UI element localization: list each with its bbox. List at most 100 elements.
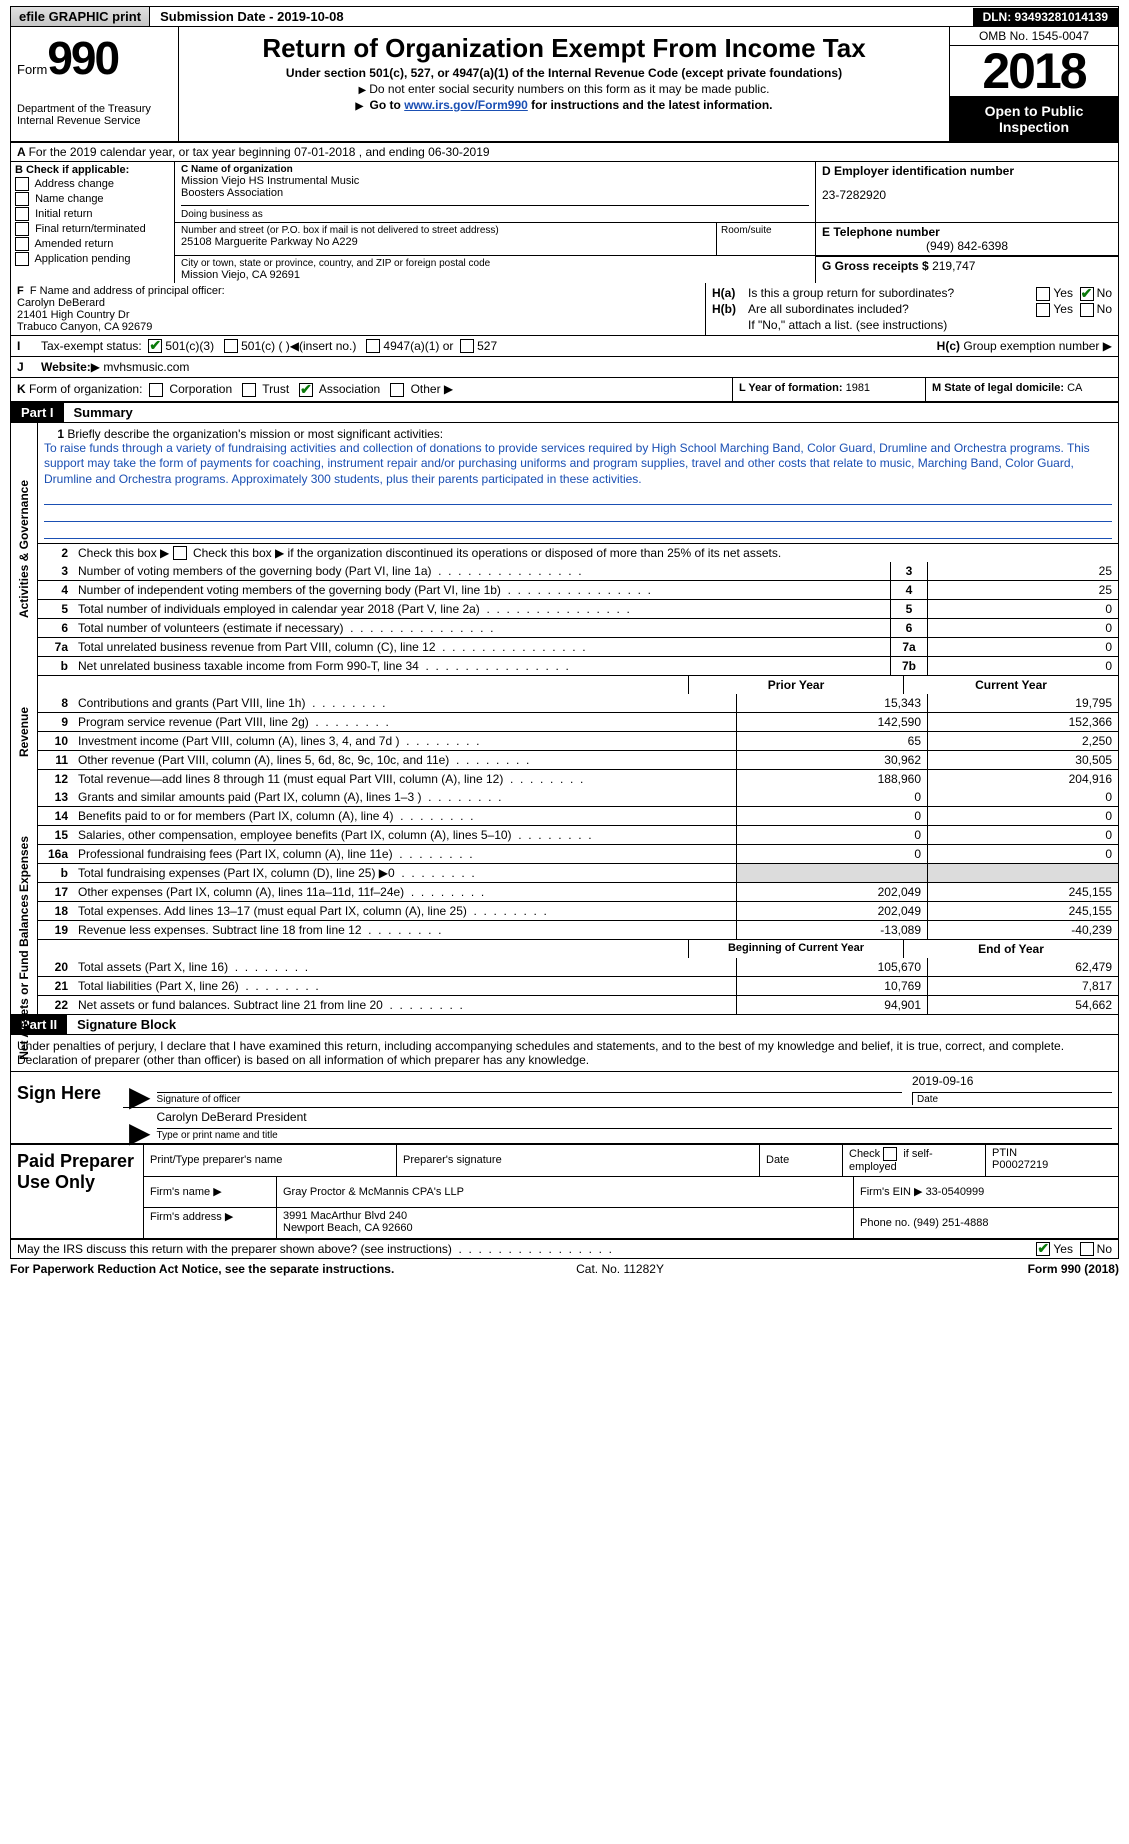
- line-num: 21: [38, 977, 74, 995]
- line-num: 13: [38, 788, 74, 806]
- line-num: 15: [38, 826, 74, 844]
- prior-value: 105,670: [736, 958, 927, 976]
- form-of-org-label: Form of organization:: [29, 382, 142, 396]
- line-text: Revenue less expenses. Subtract line 18 …: [74, 921, 736, 939]
- vtab-expenses: Expenses: [17, 836, 31, 892]
- d-ein-label: D Employer identification number: [822, 164, 1112, 178]
- irs-discuss-no[interactable]: [1080, 1242, 1094, 1256]
- cb-discontinued[interactable]: [173, 546, 187, 560]
- m-label: M State of legal domicile:: [932, 382, 1064, 394]
- cb-app-pending[interactable]: [15, 252, 29, 266]
- irs-link[interactable]: www.irs.gov/Form990: [404, 98, 528, 112]
- org-name-2: Boosters Association: [181, 187, 809, 199]
- line-value: 0: [927, 600, 1118, 618]
- line-num: 4: [38, 581, 74, 599]
- vtab-net-assets: Net Assets or Fund Balances: [17, 894, 31, 1060]
- prep-h3: Date: [759, 1145, 842, 1175]
- line-num: 19: [38, 921, 74, 939]
- cb-name-change[interactable]: [15, 192, 29, 206]
- cb-amended[interactable]: [15, 237, 29, 251]
- vtab-activities: Activities & Governance: [17, 480, 31, 618]
- org-name-1: Mission Viejo HS Instrumental Music: [181, 175, 809, 187]
- hdr-begin-year: Beginning of Current Year: [688, 940, 903, 958]
- prior-value: 65: [736, 732, 927, 750]
- g-gross-label: G Gross receipts $: [822, 259, 929, 273]
- firm-ein-label: Firm's EIN ▶: [860, 1185, 923, 1198]
- line-code: 3: [890, 562, 927, 580]
- line-text: Total unrelated business revenue from Pa…: [74, 638, 890, 656]
- current-value: 2,250: [927, 732, 1118, 750]
- form-footer: Form 990 (2018): [1028, 1262, 1119, 1276]
- part-i-tag: Part I: [11, 403, 64, 422]
- line-num: 6: [38, 619, 74, 637]
- mission-text: To raise funds through a variety of fund…: [44, 441, 1112, 488]
- j-label: J: [17, 360, 41, 374]
- line-text: Total expenses. Add lines 13–17 (must eq…: [74, 902, 736, 920]
- current-value: 245,155: [927, 902, 1118, 920]
- prior-value: 94,901: [736, 996, 927, 1014]
- firm-phone: (949) 251-4888: [913, 1217, 988, 1229]
- addr-label: Number and street (or P.O. box if mail i…: [181, 225, 710, 236]
- line-value: 25: [927, 562, 1118, 580]
- cb-corporation[interactable]: [149, 383, 163, 397]
- sign-caret-1: ▶: [129, 1089, 151, 1106]
- current-value: 0: [927, 826, 1118, 844]
- cb-4947[interactable]: [366, 339, 380, 353]
- h-ifno: If "No," attach a list. (see instruction…: [712, 318, 1112, 332]
- line-value: 0: [927, 638, 1118, 656]
- cb-527[interactable]: [460, 339, 474, 353]
- prior-value: [736, 864, 927, 882]
- prior-value: 202,049: [736, 902, 927, 920]
- officer-name: Carolyn DeBerard: [17, 297, 699, 309]
- line-num: 10: [38, 732, 74, 750]
- cb-address-change[interactable]: [15, 177, 29, 191]
- cb-self-employed[interactable]: [883, 1147, 897, 1161]
- part-ii-title: Signature Block: [67, 1015, 186, 1034]
- cb-trust[interactable]: [242, 383, 256, 397]
- cb-final-return[interactable]: [15, 222, 29, 236]
- line-num: 16a: [38, 845, 74, 863]
- paperwork-notice: For Paperwork Reduction Act Notice, see …: [10, 1262, 394, 1276]
- topbar: efile GRAPHIC print Submission Date - 20…: [10, 6, 1119, 27]
- irs-discuss-yes[interactable]: [1036, 1242, 1050, 1256]
- cb-initial-return[interactable]: [15, 207, 29, 221]
- line-text: Net assets or fund balances. Subtract li…: [74, 996, 736, 1014]
- h-b-label: H(b): [712, 302, 748, 316]
- ptin-label: PTIN: [992, 1147, 1112, 1159]
- line-num: 5: [38, 600, 74, 618]
- hb-no[interactable]: [1080, 303, 1094, 317]
- efile-print-button[interactable]: efile GRAPHIC print: [11, 7, 150, 26]
- city-value: Mission Viejo, CA 92691: [181, 269, 809, 281]
- cb-association[interactable]: [299, 383, 313, 397]
- firm-phone-label: Phone no.: [860, 1217, 910, 1229]
- line-text: Total revenue—add lines 8 through 11 (mu…: [74, 770, 736, 788]
- website-label: Website:: [41, 360, 91, 374]
- hb-yes[interactable]: [1036, 303, 1050, 317]
- firm-ein: 33-0540999: [926, 1186, 985, 1198]
- open-to-public: Open to Public Inspection: [950, 97, 1118, 141]
- cb-501c3[interactable]: [148, 339, 162, 353]
- firm-name: Gray Proctor & McMannis CPA's LLP: [276, 1177, 853, 1207]
- firm-addr2: Newport Beach, CA 92660: [283, 1222, 847, 1234]
- ha-no[interactable]: [1080, 287, 1094, 301]
- gross-receipts: 219,747: [932, 259, 975, 273]
- prep-h1: Print/Type preparer's name: [143, 1145, 396, 1175]
- officer-addr1: 21401 High Country Dr: [17, 309, 699, 321]
- current-value: 152,366: [927, 713, 1118, 731]
- goto-post: for instructions and the latest informat…: [528, 98, 773, 112]
- room-suite-label: Room/suite: [716, 223, 815, 255]
- sign-date-label: Date: [912, 1092, 1112, 1105]
- cb-501c[interactable]: [224, 339, 238, 353]
- line-num: 9: [38, 713, 74, 731]
- prior-value: 0: [736, 788, 927, 806]
- row-a-tax-year: A For the 2019 calendar year, or tax yea…: [10, 143, 1119, 162]
- line-text: Total assets (Part X, line 16) . . . . .…: [74, 958, 736, 976]
- line-text: Grants and similar amounts paid (Part IX…: [74, 788, 736, 806]
- current-value: 0: [927, 807, 1118, 825]
- ha-yes[interactable]: [1036, 287, 1050, 301]
- current-value: 0: [927, 788, 1118, 806]
- prior-value: -13,089: [736, 921, 927, 939]
- cb-other[interactable]: [390, 383, 404, 397]
- line-text: Total liabilities (Part X, line 26) . . …: [74, 977, 736, 995]
- f-officer-label: F Name and address of principal officer:: [30, 285, 225, 297]
